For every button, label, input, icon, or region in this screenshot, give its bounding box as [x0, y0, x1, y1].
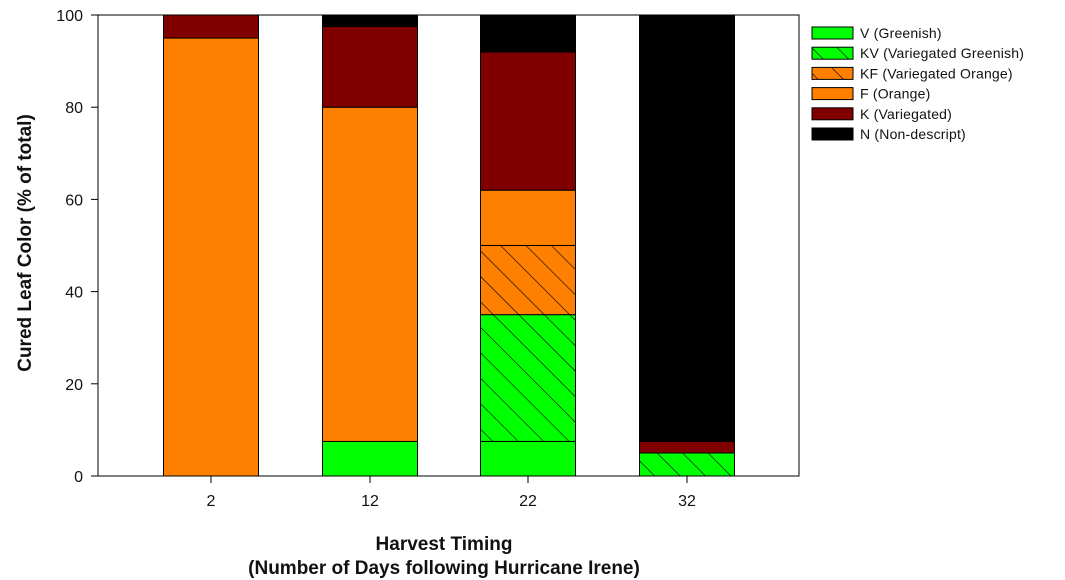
legend-label: F (Orange)	[860, 86, 930, 102]
bar-segment	[480, 51, 576, 191]
y-tick-label: 20	[65, 377, 83, 394]
bar-segment	[480, 14, 576, 53]
legend-label: N (Non-descript)	[860, 126, 966, 142]
legend-swatch	[811, 26, 854, 40]
legend-label: KF (Variegated Orange)	[860, 65, 1013, 81]
y-axis: 0 20 40 60 80 100	[56, 8, 98, 486]
x-tick-label: 2	[207, 493, 216, 510]
bars-layer	[163, 14, 735, 477]
legend-swatch	[811, 46, 854, 60]
plot-frame	[97, 14, 800, 477]
bar-segment	[639, 452, 735, 477]
legend-label: K (Variegated)	[860, 106, 952, 122]
x-axis-title-line-1: Harvest Timing	[376, 534, 513, 555]
bar-segment	[639, 14, 735, 442]
y-tick-label: 0	[74, 469, 83, 486]
y-tick-label: 100	[56, 8, 83, 25]
bar-segment	[322, 106, 418, 442]
x-axis: 2 12 22 32	[207, 476, 696, 510]
legend-label: KV (Variegated Greenish)	[860, 45, 1024, 61]
x-tick-label: 22	[519, 493, 537, 510]
bar-segment	[480, 245, 576, 316]
bar-segment	[163, 14, 259, 39]
bar-segment	[639, 440, 735, 454]
legend: V (Greenish) KV (Variegated Greenish) KF (…	[811, 25, 1024, 142]
x-tick-label: 12	[361, 493, 379, 510]
bar-segment	[480, 314, 576, 442]
y-tick-label: 60	[65, 192, 83, 209]
legend-swatch	[811, 127, 854, 141]
legend-swatch	[811, 66, 854, 80]
y-tick-label: 80	[65, 100, 83, 117]
x-tick-label: 32	[678, 493, 696, 510]
bar-segment	[322, 14, 418, 28]
bar-segment	[480, 189, 576, 246]
legend-swatch	[811, 107, 854, 121]
bar-segment	[322, 26, 418, 108]
y-axis-title: Cured Leaf Color (% of total)	[15, 114, 36, 372]
x-axis-title-line-2: (Number of Days following Hurricane Iren…	[248, 558, 640, 579]
legend-swatch	[811, 87, 854, 101]
bar-segment	[163, 37, 259, 477]
legend-label: V (Greenish)	[860, 25, 942, 41]
bar-segment	[480, 440, 576, 477]
y-tick-label: 40	[65, 285, 83, 302]
bar-segment	[322, 440, 418, 477]
